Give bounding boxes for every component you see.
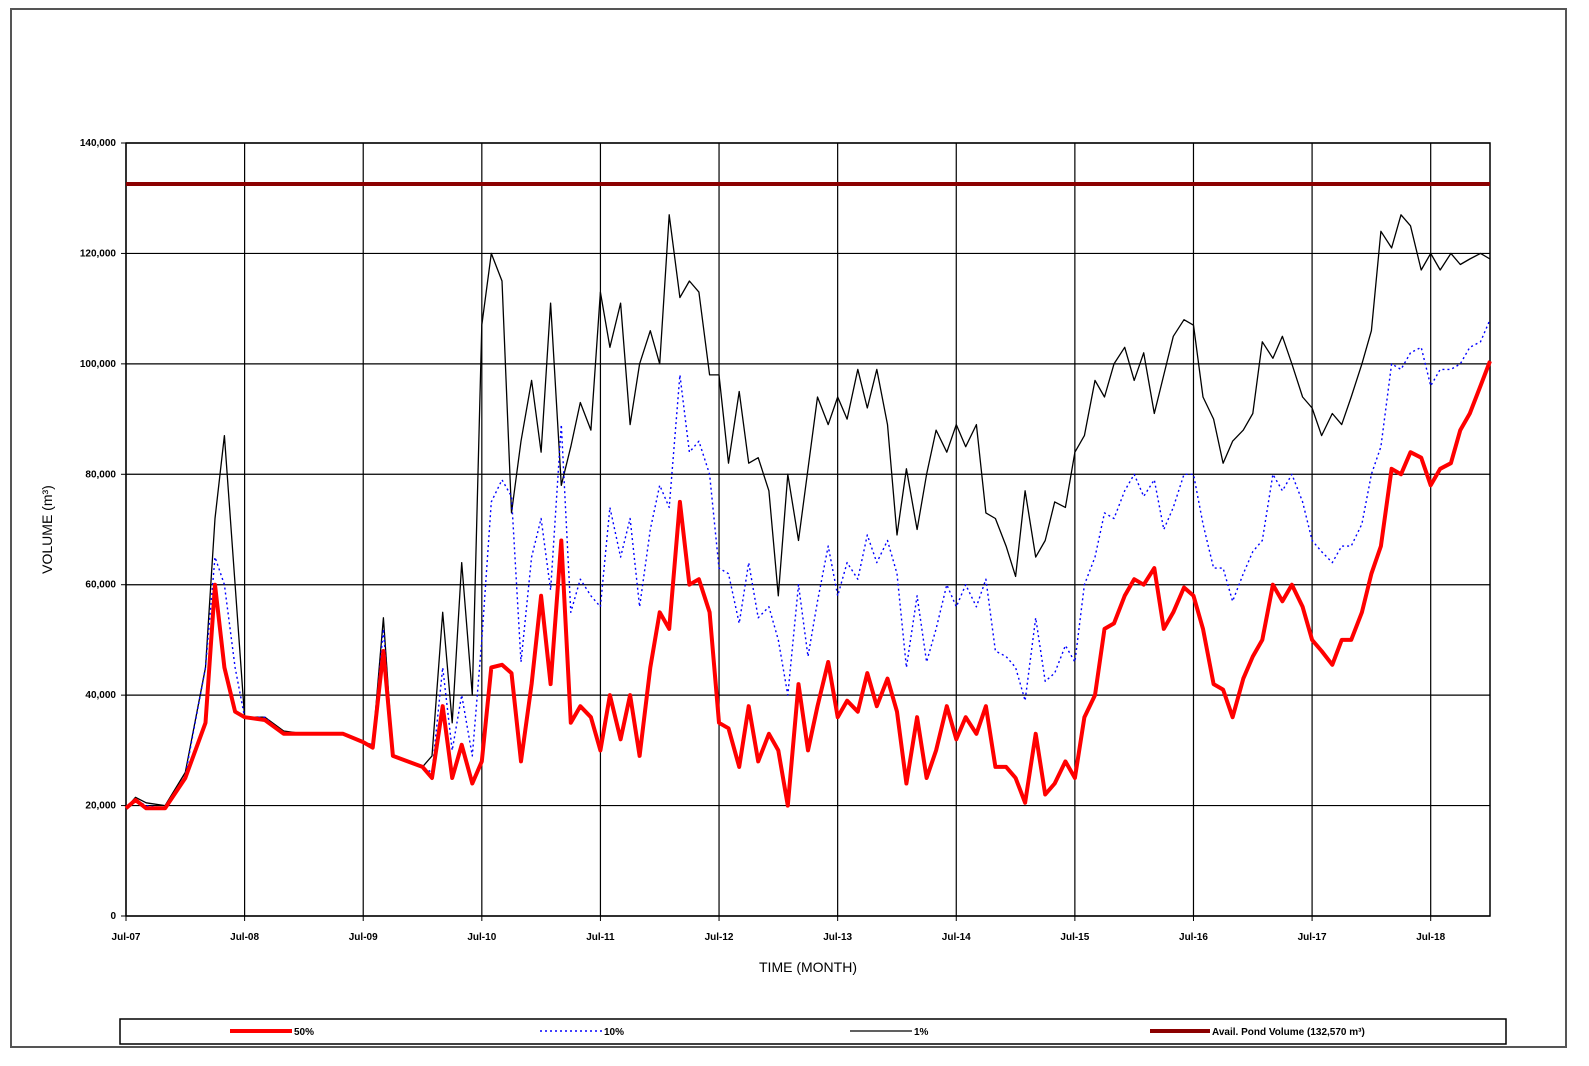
x-tick-label: Jul-10 [467, 932, 496, 943]
y-tick-label: 100,000 [80, 359, 117, 370]
y-axis-ticks: 0 20,000 40,000 60,000 80,000 100,000 120,000 1… [80, 138, 117, 922]
x-tick-label: Jul-13 [823, 932, 852, 943]
y-tick-label: 140,000 [80, 138, 117, 149]
x-tick-label: Jul-07 [112, 932, 141, 943]
x-tick-label: Jul-08 [230, 932, 259, 943]
legend-label-2: 1% [914, 1027, 929, 1038]
x-tick-label: Jul-16 [1179, 932, 1208, 943]
legend: 50% 10% 1% Avail. Pond Volume (132,570 m³) [119, 1018, 1507, 1045]
y-tick-label: 80,000 [85, 469, 116, 480]
y-axis-title: VOLUME (m³) [39, 485, 55, 574]
y-tick-label: 60,000 [85, 580, 116, 591]
x-tick-label: Jul-14 [942, 932, 971, 943]
x-tick-label: Jul-17 [1298, 932, 1327, 943]
legend-box [119, 1018, 1507, 1045]
x-tick-label: Jul-18 [1416, 932, 1445, 943]
y-tick-label: 40,000 [85, 690, 116, 701]
plot-area [125, 142, 1491, 917]
x-tick-label: Jul-11 [586, 932, 615, 943]
x-axis-title: TIME (MONTH) [759, 959, 857, 975]
x-axis-ticks: Jul-07 Jul-08 Jul-09 Jul-10 Jul-11 Jul-12 Jul-… [112, 932, 1446, 943]
x-tick-label: Jul-12 [705, 932, 734, 943]
series-layer [124, 182, 1492, 811]
chart-frame [10, 8, 1567, 1048]
y-tick-label: 0 [110, 911, 116, 922]
y-tick-label: 120,000 [80, 248, 117, 259]
x-tick-label: Jul-15 [1060, 932, 1089, 943]
grid-layer [121, 142, 1490, 921]
series-line-0 [124, 360, 1492, 811]
y-tick-label: 20,000 [85, 801, 116, 812]
legend-label-0: 50% [294, 1027, 314, 1038]
x-tick-label: Jul-09 [349, 932, 378, 943]
legend-label-3: Avail. Pond Volume (132,570 m³) [1212, 1027, 1365, 1038]
series-line-2 [125, 214, 1491, 809]
legend-items: 50% 10% 1% Avail. Pond Volume (132,570 m³) [230, 1027, 1365, 1038]
legend-label-1: 10% [604, 1027, 624, 1038]
